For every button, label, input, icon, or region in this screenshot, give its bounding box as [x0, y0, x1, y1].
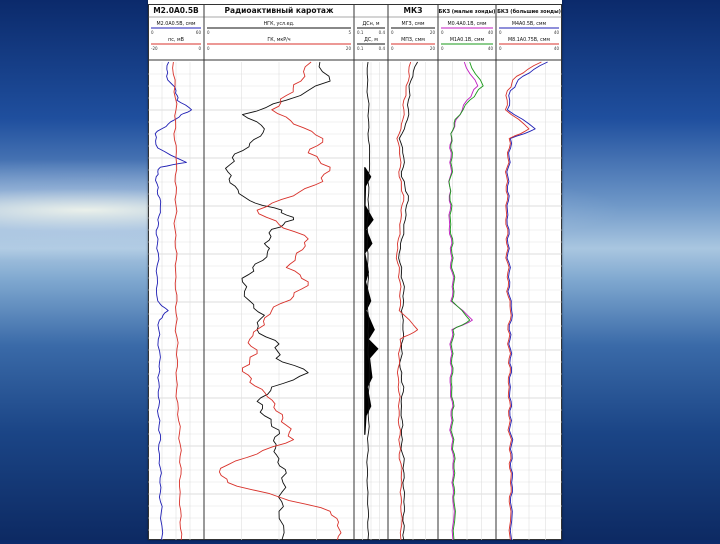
log-curve [225, 61, 331, 541]
scale-min-label: 0 [441, 46, 444, 51]
track-title: БКЗ (большие зонды) [497, 8, 561, 15]
log-curve [506, 61, 548, 541]
scale-max-label: 0 [198, 46, 201, 51]
log-curve [218, 61, 342, 541]
log-curve [366, 61, 371, 541]
log-curve [398, 61, 418, 541]
scale-min-label: 0.1 [357, 46, 364, 51]
log-grid [148, 4, 562, 540]
scale-max-label: 60 [196, 30, 202, 35]
log-curves [154, 61, 548, 541]
curve-legend-label: НГК, усл.ед. [264, 21, 295, 27]
track-title: МКЗ [404, 6, 423, 15]
log-curve [395, 61, 419, 541]
caliper-fill [364, 167, 379, 435]
curve-legend-label: M0.4A0.1B, смм [448, 21, 487, 27]
scale-min-label: -20 [151, 46, 158, 51]
scale-min-label: 0 [499, 30, 502, 35]
well-log-chart: M2.0A0.5B M2.0A0.5B, смм 0 60 пс, мВ -20 0 Ради… [148, 0, 562, 541]
curve-legend-label: M8.1A0.75B, смм [508, 37, 550, 43]
scale-min-label: 0 [499, 46, 502, 51]
scale-max-label: 40 [488, 46, 494, 51]
track-title: БКЗ (малые зонды) [439, 9, 496, 15]
curve-legend-label: M4A0.5B, смм [512, 21, 547, 27]
track-title: Радиоактивный каротаж [225, 6, 334, 15]
curve-legend-label: ГК, мкР/ч [267, 37, 290, 43]
scale-min-label: 0 [207, 30, 210, 35]
scale-max-label: 20 [430, 46, 436, 51]
scale-min-label: 0.1 [357, 30, 364, 35]
scale-max-label: 20 [346, 46, 352, 51]
curve-legend-label: пс, мВ [168, 37, 184, 43]
curve-legend-label: M2.0A0.5B, смм [157, 21, 196, 27]
scale-min-label: 0 [441, 30, 444, 35]
scale-min-label: 0 [391, 46, 394, 51]
log-curve [154, 61, 193, 541]
curve-legend-label: МПЗ, смм [401, 37, 425, 43]
scale-min-label: 0 [151, 30, 154, 35]
curve-legend-label: МГЗ, смм [401, 21, 424, 27]
log-curve [504, 61, 542, 541]
curve-legend-label: ДСн, м [363, 21, 380, 27]
scale-max-label: 20 [430, 30, 436, 35]
curve-legend-label: M1A0.1B, смм [450, 37, 485, 43]
scale-min-label: 0 [391, 30, 394, 35]
scale-max-label: 0.4 [379, 46, 386, 51]
scale-max-label: 40 [554, 46, 560, 51]
track-title: M2.0A0.5B [153, 6, 199, 15]
scale-max-label: 5 [348, 30, 351, 35]
log-curve [172, 61, 183, 541]
scale-max-label: 0.4 [379, 30, 386, 35]
scale-min-label: 0 [207, 46, 210, 51]
scale-max-label: 40 [554, 30, 560, 35]
log-curve [448, 61, 484, 541]
scale-max-label: 40 [488, 30, 494, 35]
curve-legend-label: ДС, м [364, 37, 378, 43]
log-frame [148, 4, 562, 540]
